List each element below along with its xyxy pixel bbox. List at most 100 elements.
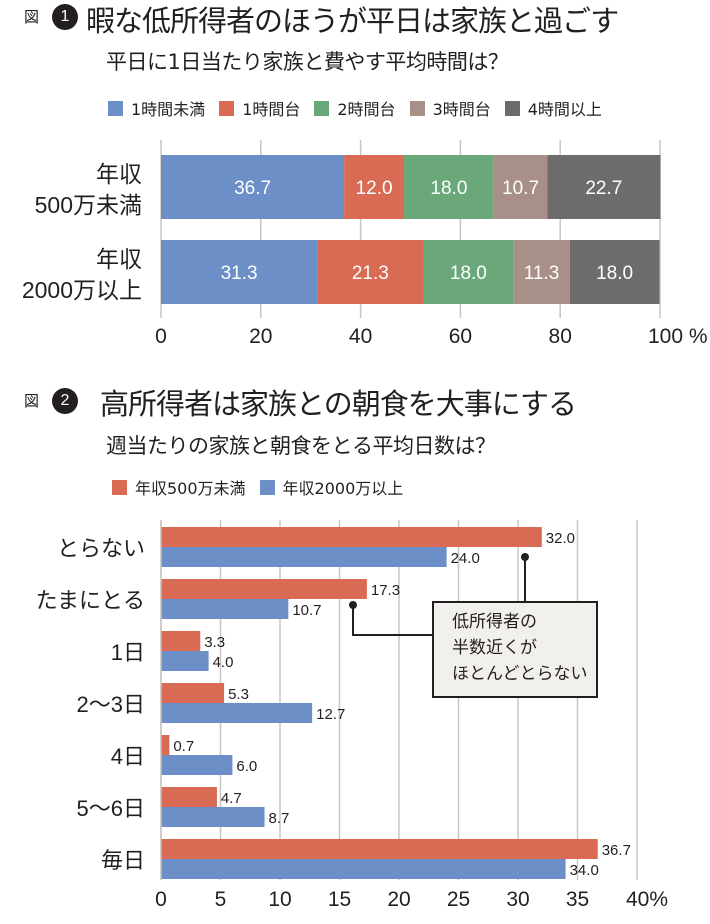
figure-1-legend: 1時間未満 1時間台 2時間台 3時間台 4時間以上 xyxy=(108,96,616,120)
x-tick-label: 40 xyxy=(349,325,372,348)
legend-label: 1時間未満 xyxy=(131,100,206,119)
bar-segment xyxy=(493,155,548,219)
data-label: 17.3 xyxy=(371,582,400,599)
bar-segment xyxy=(161,155,345,219)
data-label: 32.0 xyxy=(546,530,575,547)
data-label: 10.7 xyxy=(502,178,539,199)
category-label: 2000万以上 xyxy=(22,277,142,303)
legend-swatch xyxy=(409,100,425,116)
legend-item: 2時間台 xyxy=(314,96,396,120)
x-tick-label: 100 % xyxy=(648,325,708,348)
data-label: 18.0 xyxy=(596,263,633,284)
bar xyxy=(161,651,209,671)
figure-2-number-badge: 2 xyxy=(52,388,78,414)
legend-item: 4時間以上 xyxy=(504,96,602,120)
figure-2-title: 高所得者は家族との朝食を大事にする xyxy=(100,387,577,421)
x-tick-label: 35 xyxy=(566,888,589,911)
x-tick-label: 5 xyxy=(215,888,227,911)
bar xyxy=(161,599,289,619)
data-label: 8.7 xyxy=(269,810,290,827)
bar-segment xyxy=(317,240,424,304)
data-label: 34.0 xyxy=(570,862,599,879)
data-label: 31.3 xyxy=(221,263,258,284)
category-label: 4日 xyxy=(111,744,145,769)
legend-label: 年収2000万以上 xyxy=(282,479,404,498)
legend-item: 年収500万未満 xyxy=(112,475,246,499)
data-label: 6.0 xyxy=(236,758,257,775)
data-label: 11.3 xyxy=(524,263,560,284)
bar xyxy=(161,527,542,547)
bar xyxy=(161,631,201,651)
category-label: 年収 xyxy=(96,161,142,187)
figure-1-number-badge: 1 xyxy=(52,4,78,30)
data-label: 5.3 xyxy=(228,686,249,703)
legend-item: 1時間未満 xyxy=(108,96,205,120)
x-tick-label: 40% xyxy=(626,888,668,911)
bar-segment xyxy=(344,155,405,219)
data-label: 0.7 xyxy=(173,738,194,755)
bar xyxy=(161,859,566,879)
bar xyxy=(161,703,313,723)
bar-segment xyxy=(423,240,514,304)
legend-swatch xyxy=(314,100,330,116)
x-tick-label: 0 xyxy=(155,325,167,348)
x-tick-label: 15 xyxy=(328,888,351,911)
chart-1-stacked-bar: 0 20 40 60 80 100 % 年収 500万未満 36.7 12.0 18.0 10.7 22… xyxy=(22,140,708,348)
category-label: 毎日 xyxy=(101,848,145,873)
x-tick-label: 30 xyxy=(506,888,529,911)
category-label: たまにとる xyxy=(36,588,145,613)
figure-1-title: 暇な低所得者のほうが平日は家族と過ごす xyxy=(86,4,619,38)
bar-segment xyxy=(404,155,494,219)
data-label: 4.7 xyxy=(221,790,242,807)
figure-1-subtitle: 平日に1日当たり家族と費やす平均時間は？ xyxy=(106,50,509,74)
figure-1-label: 図 xyxy=(24,8,40,26)
legend-swatch xyxy=(219,100,235,116)
figure-2-label: 図 xyxy=(24,392,40,410)
legend-swatch xyxy=(108,100,123,116)
figure-2-legend: 年収500万未満 年収2000万以上 xyxy=(112,475,417,499)
x-tick-label: 20 xyxy=(387,888,410,911)
category-label: 5〜6日 xyxy=(77,796,145,821)
data-label: 4.0 xyxy=(213,654,234,671)
legend-label: 年収500万未満 xyxy=(135,479,246,498)
data-label: 3.3 xyxy=(204,634,225,651)
bar-segment xyxy=(547,155,661,219)
legend-label: 4時間以上 xyxy=(527,100,602,119)
figure-2-subtitle: 週当たりの家族と朝食をとる平均日数は？ xyxy=(106,434,496,458)
data-label: 21.3 xyxy=(352,263,389,284)
bar-segment xyxy=(513,240,570,304)
data-label: 18.0 xyxy=(450,263,487,284)
legend-swatch xyxy=(112,479,127,495)
bar-segment xyxy=(161,240,318,304)
data-label: 24.0 xyxy=(451,550,480,567)
legend-swatch xyxy=(504,100,520,116)
category-label: 1日 xyxy=(111,640,145,665)
bar xyxy=(161,547,447,567)
leader-line xyxy=(352,605,432,636)
category-label: 年収 xyxy=(96,246,142,272)
bar xyxy=(161,755,233,775)
legend-label: 2時間台 xyxy=(337,100,396,119)
bar xyxy=(161,735,170,755)
bar xyxy=(161,807,265,827)
bar-segment xyxy=(569,240,660,304)
category-label: とらない xyxy=(57,536,145,561)
legend-item: 3時間台 xyxy=(409,96,491,120)
data-label: 10.7 xyxy=(292,602,321,619)
data-label: 36.7 xyxy=(602,842,631,859)
data-label: 22.7 xyxy=(585,178,622,199)
category-label: 2〜3日 xyxy=(77,692,145,717)
data-label: 12.0 xyxy=(356,178,393,199)
bar xyxy=(161,839,598,859)
chart-2-callout: 低所得者の 半数近くが ほとんどとらない xyxy=(432,601,598,698)
bar xyxy=(161,579,367,599)
chart-2-grouped-bar: 0 5 10 15 20 25 30 35 40% とらない 32.0 24.0 たまにとる 17.3 10… xyxy=(36,520,668,911)
legend-item: 年収2000万以上 xyxy=(259,475,404,499)
x-tick-label: 25 xyxy=(447,888,470,911)
data-label: 12.7 xyxy=(316,706,345,723)
legend-swatch xyxy=(259,479,275,495)
x-tick-label: 20 xyxy=(249,325,272,348)
x-tick-label: 10 xyxy=(268,888,291,911)
legend-label: 3時間台 xyxy=(432,100,491,119)
legend-item: 1時間台 xyxy=(219,96,300,120)
